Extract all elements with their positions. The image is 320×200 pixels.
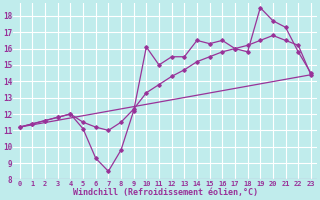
X-axis label: Windchill (Refroidissement éolien,°C): Windchill (Refroidissement éolien,°C) — [73, 188, 258, 197]
